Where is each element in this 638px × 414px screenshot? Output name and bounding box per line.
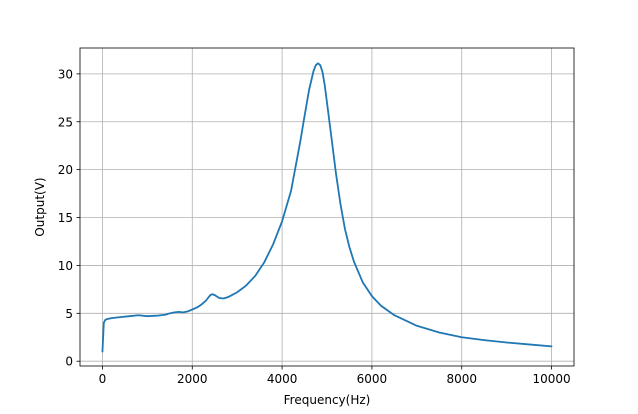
x-tick-label: 10000 [532, 372, 570, 386]
y-tick-label: 0 [65, 355, 73, 369]
x-axis-label: Frequency(Hz) [284, 393, 371, 407]
y-tick-label: 15 [58, 211, 73, 225]
ticks: 0 2000 4000 6000 8000 10000 0 5 10 15 20 25 30 [58, 67, 571, 386]
series-layer [101, 62, 553, 353]
grid [80, 48, 574, 366]
y-tick-label: 5 [65, 307, 73, 321]
y-tick-label: 30 [58, 67, 73, 81]
x-tick-label: 6000 [357, 372, 388, 386]
y-tick-label: 25 [58, 115, 73, 129]
x-tick-label: 0 [99, 372, 107, 386]
y-tick-label: 20 [58, 163, 73, 177]
y-axis-label: Output(V) [33, 177, 47, 236]
series-line [101, 62, 553, 353]
x-tick-label: 2000 [177, 372, 208, 386]
x-tick-label: 4000 [267, 372, 298, 386]
y-tick-label: 10 [58, 259, 73, 273]
x-tick-label: 8000 [446, 372, 477, 386]
plot-frame [79, 47, 575, 367]
